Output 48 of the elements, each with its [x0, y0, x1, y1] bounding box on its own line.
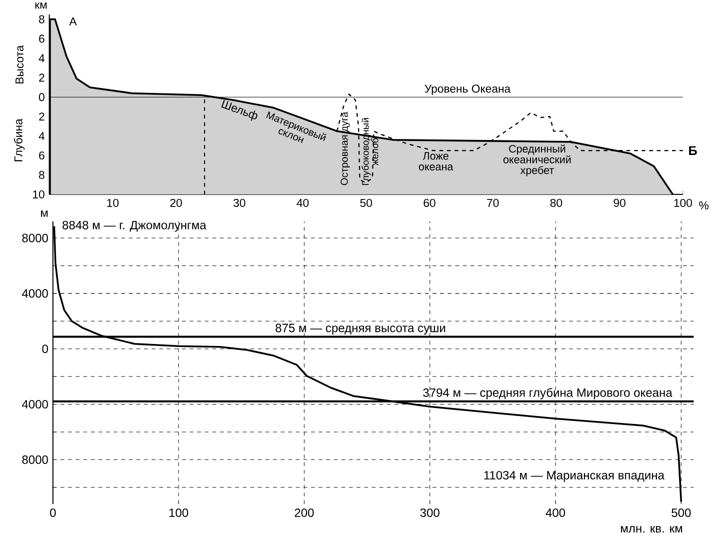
x-tick-label: 30 [234, 198, 246, 207]
annotation: 8848 м — г. Джомолунгма [62, 220, 206, 232]
x-tick-label: 200 [294, 508, 314, 517]
x-tick-label: 40 [296, 198, 309, 207]
y-tick-label: 4000 [22, 289, 48, 298]
ref-line-label: 3794 м — средняя глубина Мирового океана [423, 388, 672, 400]
ref-line-label: 875 м — средняя высота суши [276, 324, 446, 335]
x-tick-label: 100 [169, 508, 188, 517]
x-tick-label: 70 [487, 198, 499, 207]
y-tick-label: 0 [42, 344, 48, 354]
annotation: Срединный океанический хребет [503, 144, 571, 176]
y-tick-label: 10 [33, 190, 44, 198]
x-tick-label: 10 [107, 198, 119, 207]
y-tick-label: 0 [38, 93, 44, 102]
annotation: Ложе океана [418, 152, 454, 170]
y-axis-title: Высота [16, 45, 24, 84]
annotation: Островная дуга [340, 112, 350, 186]
ref-line-label: Уровень Океана [424, 84, 511, 95]
x-tick-label: 90 [614, 198, 626, 207]
x-tick-label: 500 [672, 508, 691, 517]
y-axis-title: м [41, 210, 48, 217]
y-tick-label: 6 [39, 34, 44, 43]
x-tick-label: 80 [550, 198, 562, 207]
x-tick-label: 400 [546, 508, 566, 517]
text: км [35, 2, 47, 9]
x-tick-label: 0 [50, 508, 56, 517]
y-tick-label: 8000 [22, 234, 48, 242]
y-tick-label: 6 [39, 151, 44, 160]
x-tick-label: 100 [674, 198, 692, 207]
text: % [699, 201, 709, 210]
y-tick-label: 4 [38, 54, 45, 62]
x-tick-label: 50 [360, 198, 372, 207]
x-tick-label: 20 [170, 198, 182, 207]
annotation: Глубоководный желоб [362, 118, 378, 185]
annotation: А [69, 17, 77, 26]
y-tick-label: 8 [39, 15, 44, 24]
y-tick-label: 8 [39, 170, 44, 179]
y-tick-label: 4000 [22, 400, 48, 409]
x-tick-label: 60 [424, 198, 436, 207]
y-tick-label: 2 [39, 74, 44, 82]
annotation: Б [689, 146, 697, 155]
y-tick-label: 8000 [22, 455, 48, 464]
x-tick-label: 300 [420, 508, 440, 517]
y-tick-label: 4 [38, 132, 45, 140]
y-tick-label: 2 [39, 112, 44, 121]
text: Глубина [14, 118, 25, 162]
annotation: 11034 м — Марианская впадина [484, 470, 664, 482]
x-axis-title: млн. кв. км [621, 526, 682, 533]
